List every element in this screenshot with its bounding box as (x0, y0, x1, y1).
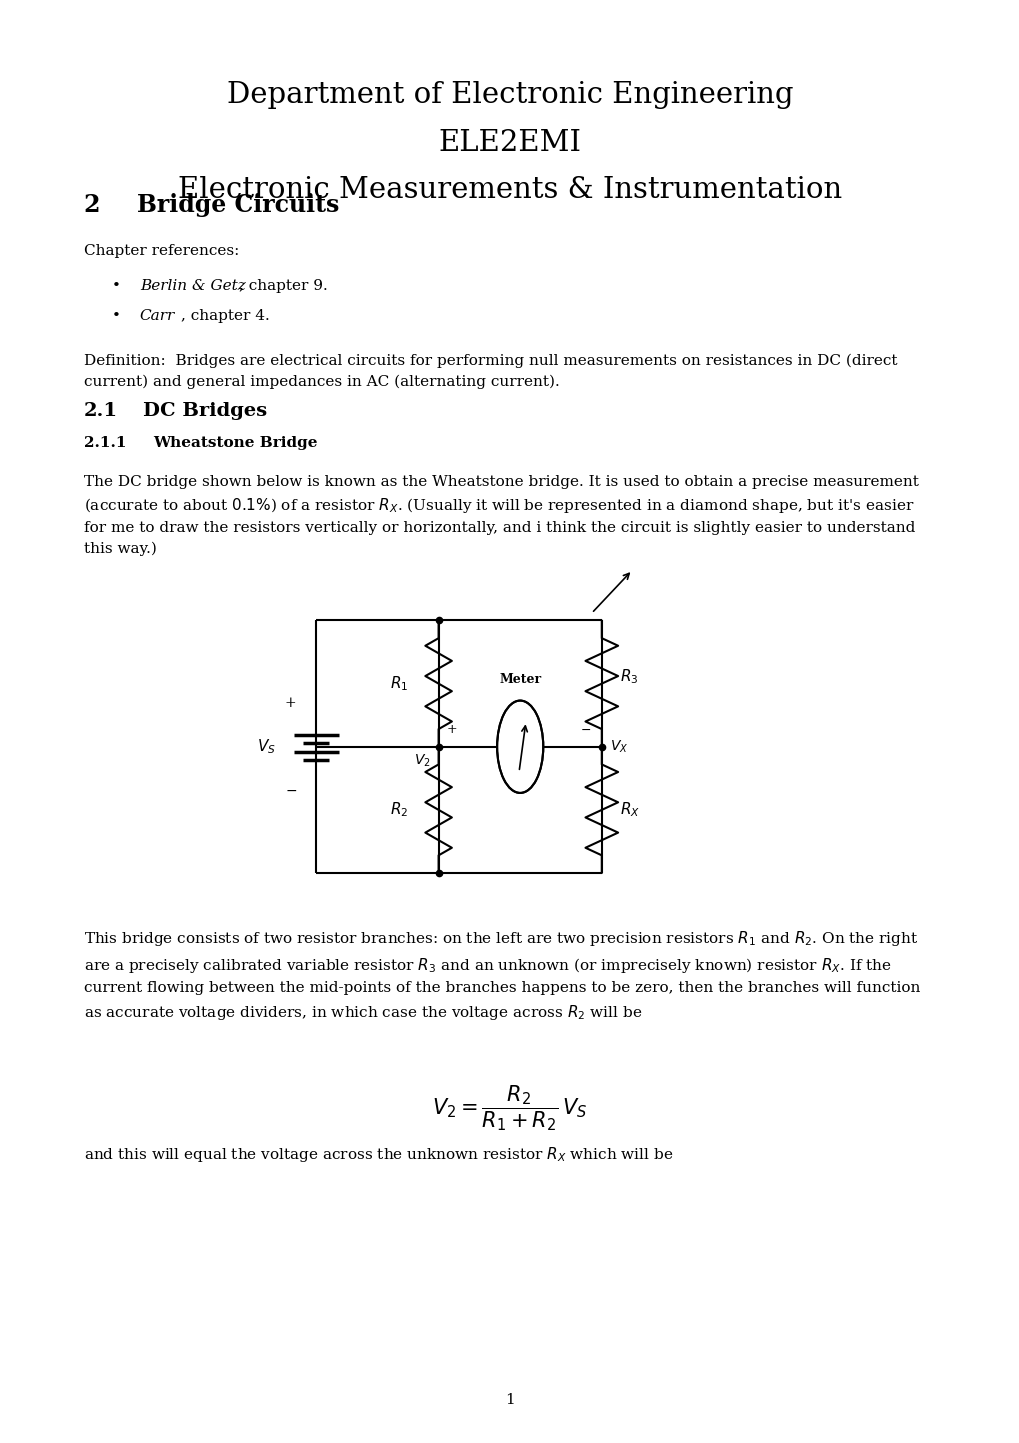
Text: $-$: $-$ (284, 784, 297, 797)
Text: +: + (284, 697, 297, 710)
Text: $R_X$: $R_X$ (620, 801, 640, 820)
Text: 2: 2 (84, 193, 100, 216)
Text: DC Bridges: DC Bridges (143, 403, 267, 420)
Text: Meter: Meter (498, 672, 541, 687)
Text: Definition:  Bridges are electrical circuits for performing null measurements on: Definition: Bridges are electrical circu… (84, 354, 897, 388)
Text: $R_1$: $R_1$ (389, 674, 408, 693)
Text: , chapter 9.: , chapter 9. (238, 278, 327, 293)
Text: Bridge Circuits: Bridge Circuits (137, 193, 338, 216)
Text: Chapter references:: Chapter references: (84, 244, 238, 258)
Text: +: + (446, 723, 457, 736)
Text: Berlin & Getz: Berlin & Getz (140, 278, 246, 293)
Text: $V_2$: $V_2$ (414, 753, 430, 769)
Text: The DC bridge shown below is known as the Wheatstone bridge. It is used to obtai: The DC bridge shown below is known as th… (84, 475, 918, 556)
Text: •: • (112, 278, 121, 293)
Text: $R_3$: $R_3$ (620, 667, 638, 685)
Text: $-$: $-$ (580, 723, 591, 736)
Text: and this will equal the voltage across the unknown resistor $R_X$ which will be: and this will equal the voltage across t… (84, 1144, 673, 1165)
Text: Wheatstone Bridge: Wheatstone Bridge (153, 436, 317, 450)
Text: $V_S$: $V_S$ (257, 737, 275, 756)
Text: This bridge consists of two resistor branches: on the left are two precision res: This bridge consists of two resistor bra… (84, 929, 919, 1022)
Text: Electronic Measurements & Instrumentation: Electronic Measurements & Instrumentatio… (177, 176, 842, 205)
Text: $R_2$: $R_2$ (389, 801, 408, 820)
Ellipse shape (496, 701, 543, 794)
Text: , chapter 4.: , chapter 4. (180, 309, 269, 323)
Text: 2.1.1: 2.1.1 (84, 436, 126, 450)
Text: $V_2 = \dfrac{R_2}{R_1 + R_2}\, V_S$: $V_2 = \dfrac{R_2}{R_1 + R_2}\, V_S$ (432, 1084, 587, 1133)
Text: •: • (112, 309, 121, 323)
Text: 1: 1 (504, 1392, 515, 1407)
Text: ELE2EMI: ELE2EMI (438, 128, 581, 157)
Text: Department of Electronic Engineering: Department of Electronic Engineering (226, 81, 793, 110)
Text: 2.1: 2.1 (84, 403, 117, 420)
Text: $V_X$: $V_X$ (609, 739, 628, 755)
Text: Carr: Carr (140, 309, 175, 323)
